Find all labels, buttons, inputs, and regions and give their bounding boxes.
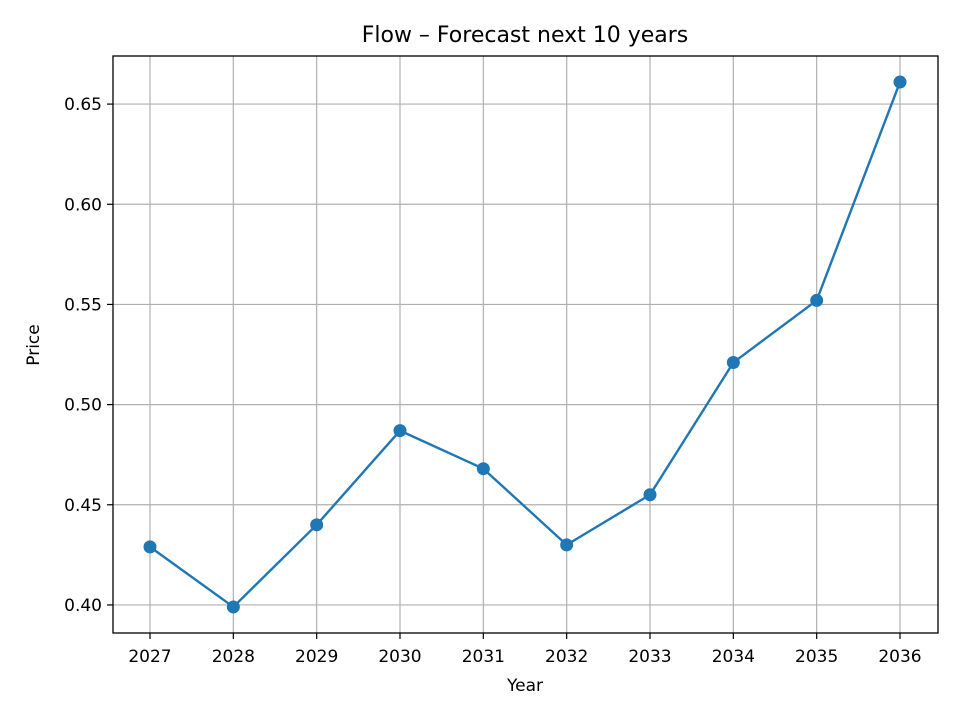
data-point-marker <box>726 356 740 370</box>
y-tick-label: 0.60 <box>64 195 102 215</box>
x-tick-label: 2031 <box>462 647 505 667</box>
data-point-marker <box>810 293 824 307</box>
grid <box>113 56 938 633</box>
x-tick-label: 2027 <box>128 647 171 667</box>
series-line <box>148 80 902 609</box>
plot-frame <box>112 55 939 634</box>
chart-title: Flow – Forecast next 10 years <box>362 23 689 48</box>
x-tick-label: 2030 <box>378 647 421 667</box>
y-axis-ticks: 0.40 0.45 0.50 0.55 0.60 0.65 <box>64 95 113 616</box>
y-tick-label: 0.55 <box>64 295 102 315</box>
x-tick-label: 2032 <box>545 647 588 667</box>
x-tick-label: 2035 <box>795 647 838 667</box>
y-tick-label: 0.65 <box>64 95 102 115</box>
data-point-marker <box>393 424 407 438</box>
x-tick-label: 2028 <box>212 647 255 667</box>
x-axis-ticks: 2027 2028 2029 2030 2031 2032 2033 2034 2035 2036 <box>128 633 922 667</box>
x-tick-label: 2033 <box>628 647 671 667</box>
y-axis-label: Price <box>24 324 44 365</box>
data-point-marker <box>893 75 907 89</box>
data-point-marker <box>143 540 157 554</box>
data-point-marker <box>226 600 240 614</box>
x-axis-label: Year <box>506 676 543 696</box>
y-tick-label: 0.40 <box>64 596 102 616</box>
series-layer <box>143 75 907 614</box>
x-tick-label: 2036 <box>878 647 921 667</box>
data-point-marker <box>643 488 657 502</box>
y-tick-label: 0.45 <box>64 496 102 516</box>
data-point-marker <box>476 462 490 476</box>
x-tick-label: 2034 <box>712 647 755 667</box>
x-tick-label: 2029 <box>295 647 338 667</box>
y-tick-label: 0.50 <box>64 396 102 416</box>
data-point-marker <box>560 538 574 552</box>
data-point-marker <box>310 518 324 532</box>
